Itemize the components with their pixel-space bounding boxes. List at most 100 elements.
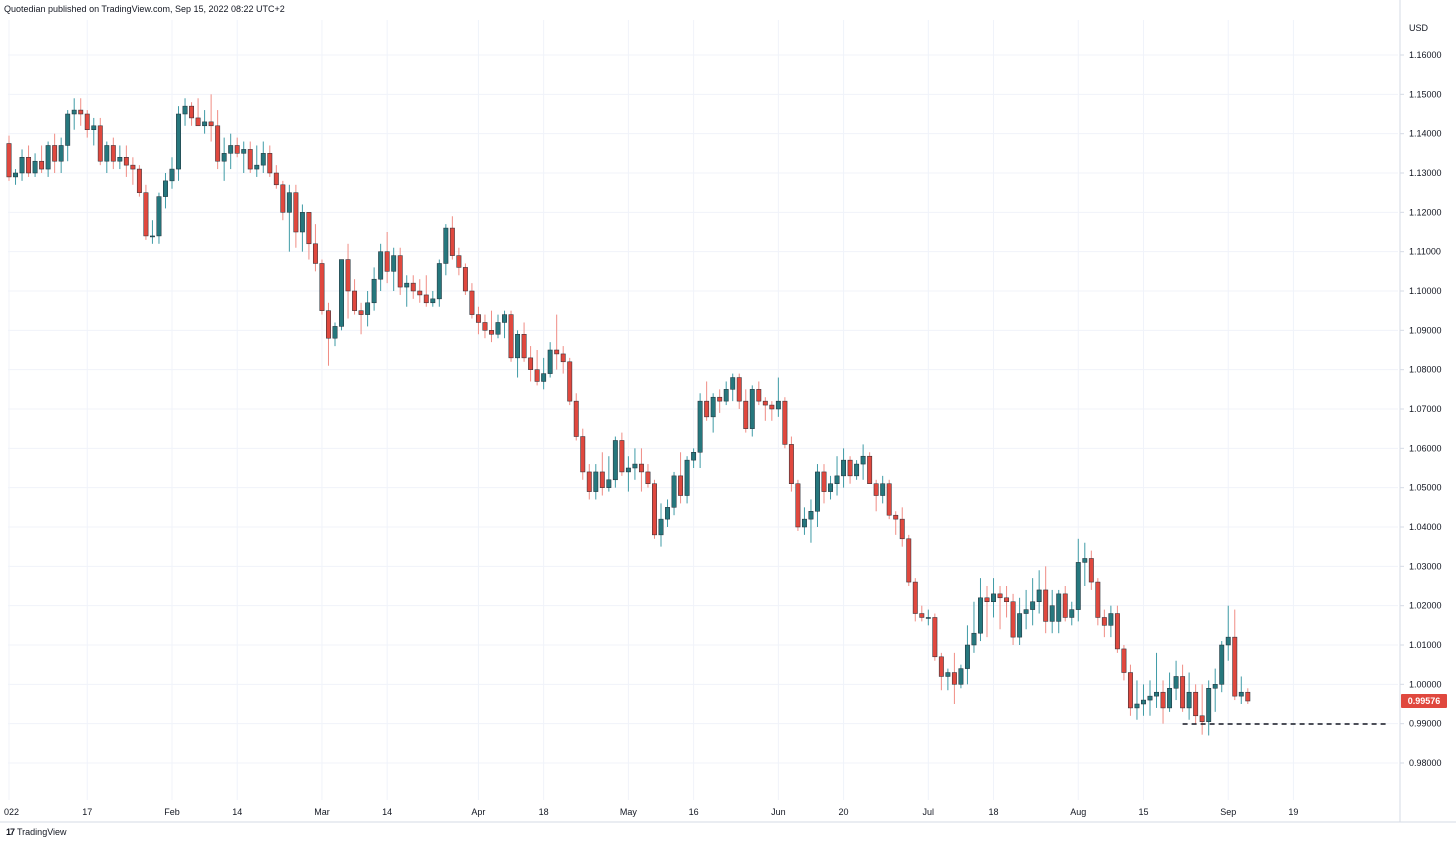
candle-down xyxy=(997,586,1003,630)
candle-body xyxy=(684,459,690,496)
y-tick-label: 1.15000 xyxy=(1409,89,1442,99)
price-axis[interactable]: USD 1.16000 1.15000 1.14000 1.13000 1.12000 1.… xyxy=(1399,0,1442,822)
candle-body xyxy=(489,330,494,335)
candle-body xyxy=(378,251,384,280)
candle-up xyxy=(971,601,977,653)
x-tick-label: 18 xyxy=(989,807,999,817)
x-tick-label: 022 xyxy=(4,807,19,817)
candle-body xyxy=(638,463,644,473)
candle-body xyxy=(971,632,977,646)
candle-body xyxy=(1030,601,1036,610)
x-tick-label: May xyxy=(620,807,638,817)
candle-body xyxy=(1167,688,1173,709)
candle-up xyxy=(1017,597,1023,645)
candle-body xyxy=(397,255,403,288)
candle-body xyxy=(801,518,807,528)
candle-up xyxy=(1206,680,1212,736)
candle-body xyxy=(769,404,775,410)
candle-body xyxy=(306,212,312,245)
candle-down xyxy=(567,357,573,406)
candle-body xyxy=(567,361,573,402)
candle-body xyxy=(1193,691,1199,717)
candle-down xyxy=(554,314,560,370)
candle-down xyxy=(619,432,625,476)
candle-body xyxy=(964,644,970,669)
candle-body xyxy=(945,672,951,677)
candle-body xyxy=(788,444,794,484)
candle-body xyxy=(938,656,944,677)
x-tick-label: Sep xyxy=(1220,807,1236,817)
candle-body xyxy=(795,483,801,528)
candle-down xyxy=(397,247,403,295)
candle-down xyxy=(280,180,286,221)
candle-body xyxy=(1023,609,1029,614)
candle-down xyxy=(1010,593,1016,645)
candle-body xyxy=(97,125,103,162)
candle-up xyxy=(775,377,781,417)
candle-down xyxy=(756,381,762,406)
candle-down xyxy=(123,145,129,177)
candle-body xyxy=(228,145,234,154)
candle-body xyxy=(260,153,266,166)
candle-body xyxy=(384,251,390,272)
x-tick-label: 14 xyxy=(232,807,242,817)
candle-up xyxy=(241,141,247,173)
candles xyxy=(6,94,1251,736)
candle-down xyxy=(1193,684,1199,724)
candle-down xyxy=(782,397,788,449)
candle-up xyxy=(1030,578,1036,626)
candle-body xyxy=(880,483,886,496)
time-axis[interactable]: 022 17 Feb 14 Mar 14 Apr 18 May 16 Jun 20 Jul 18 Aug 15… xyxy=(0,807,1456,823)
candle-up xyxy=(1056,589,1062,634)
published-info: Quotedian published on TradingView.com, … xyxy=(4,4,285,14)
tradingview-brand[interactable]: 17 TradingView xyxy=(6,827,67,837)
candle-up xyxy=(71,98,77,130)
candle-down xyxy=(273,165,279,189)
candle-down xyxy=(1245,688,1251,704)
candle-up xyxy=(541,357,547,390)
candle-down xyxy=(886,479,892,520)
y-tick-label: 1.16000 xyxy=(1409,50,1442,60)
candle-up xyxy=(299,204,305,252)
candle-body xyxy=(163,180,168,197)
candle-body xyxy=(521,334,527,359)
candle-up xyxy=(1219,641,1225,693)
candle-body xyxy=(149,235,155,238)
candle-body xyxy=(717,396,723,402)
candle-body xyxy=(339,259,344,327)
candle-down xyxy=(1114,605,1120,653)
y-tick-label: 1.03000 xyxy=(1409,561,1442,571)
candle-body xyxy=(65,113,71,146)
candle-up xyxy=(710,393,716,433)
candle-up xyxy=(860,444,866,480)
candle-body xyxy=(1049,605,1055,622)
candle-body xyxy=(534,369,540,382)
candle-down xyxy=(951,652,957,704)
candle-body xyxy=(554,349,560,355)
candle-body xyxy=(873,483,879,496)
candle-down xyxy=(1232,609,1238,701)
candle-body xyxy=(1225,636,1231,646)
candle-body xyxy=(612,440,618,481)
candle-body xyxy=(841,459,847,477)
candle-up xyxy=(1023,589,1029,630)
candle-up xyxy=(149,220,155,244)
candle-down xyxy=(130,157,136,185)
candle-down xyxy=(247,141,253,173)
candle-up xyxy=(19,149,25,181)
candle-body xyxy=(665,507,670,520)
candle-up xyxy=(502,310,507,339)
candle-up xyxy=(691,448,697,468)
candle-body xyxy=(893,514,899,520)
x-tick-label: Aug xyxy=(1070,807,1086,817)
candle-down xyxy=(417,279,423,303)
candle-down xyxy=(638,448,644,492)
candle-body xyxy=(1186,691,1192,709)
candle-body xyxy=(32,160,38,174)
candle-body xyxy=(782,400,788,445)
candle-up xyxy=(391,247,397,291)
candle-down xyxy=(267,145,273,177)
y-tick-label: 0.98000 xyxy=(1409,758,1442,768)
candle-body xyxy=(997,593,1003,599)
